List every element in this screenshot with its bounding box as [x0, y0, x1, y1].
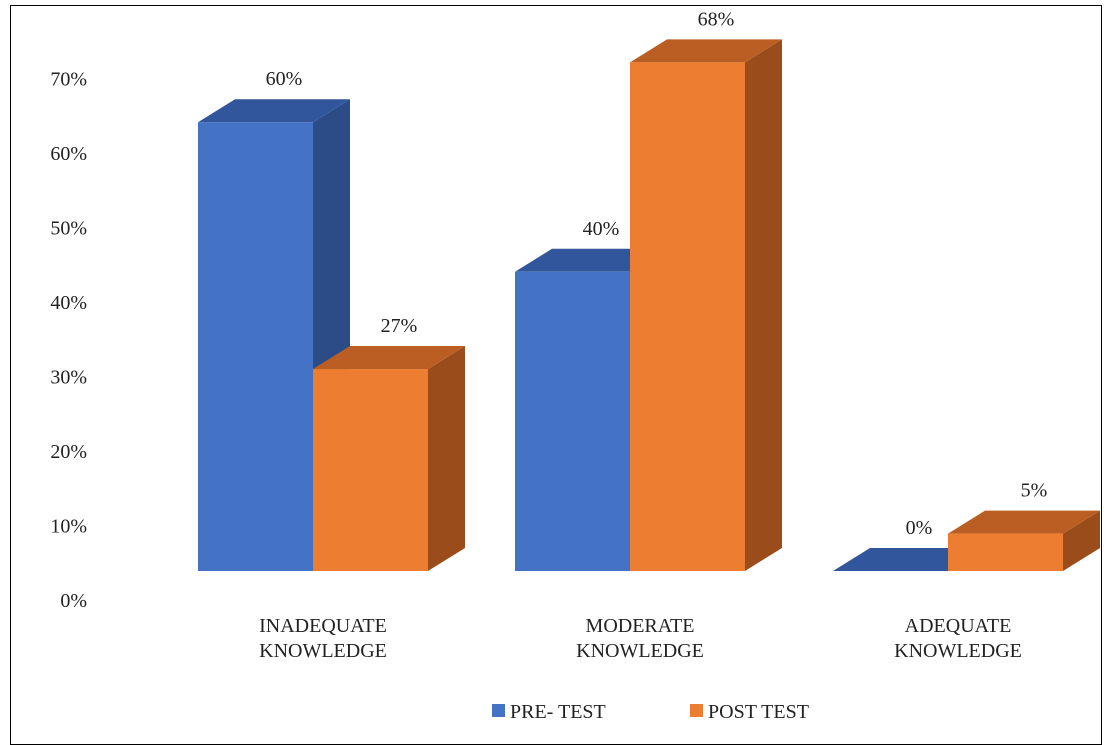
x-category-label: KNOWLEDGE	[259, 640, 387, 662]
data-label: 5%	[1021, 480, 1048, 502]
bar-top-2-1	[948, 510, 1100, 534]
data-label: 27%	[381, 315, 418, 337]
data-label: 40%	[583, 218, 620, 240]
bar-front-1-1	[630, 62, 745, 572]
x-category-label: ADEQUATE	[905, 615, 1012, 637]
bar-top-1-1	[630, 39, 782, 63]
y-tick-label: 70%	[50, 69, 87, 91]
data-label: 68%	[698, 8, 735, 30]
bar-top-0-0	[198, 99, 350, 123]
legend-label: POST TEST	[708, 701, 809, 723]
y-tick-label: 40%	[50, 292, 87, 314]
y-tick-label: 0%	[60, 590, 87, 612]
x-category-label: MODERATE	[586, 615, 695, 637]
y-tick-label: 60%	[50, 143, 87, 165]
data-label: 0%	[906, 517, 933, 539]
y-tick-label: 50%	[50, 218, 87, 240]
bar-top-2-0	[833, 548, 985, 571]
y-tick-label: 30%	[50, 367, 87, 389]
x-category-label: KNOWLEDGE	[576, 640, 704, 662]
legend-swatch	[690, 704, 703, 717]
x-category-label: INADEQUATE	[259, 615, 387, 637]
bar-side-2-1	[1063, 510, 1100, 571]
bar-front-0-1	[313, 369, 428, 571]
legend-label: PRE- TEST	[510, 701, 606, 723]
legend-swatch	[492, 704, 505, 717]
bar-front-2-1	[948, 533, 1063, 571]
data-label: 60%	[266, 68, 303, 90]
bar-front-0-0	[198, 122, 313, 571]
bar-side-1-1	[745, 39, 782, 572]
bar-top-0-1	[313, 346, 465, 370]
x-category-label: KNOWLEDGE	[894, 640, 1022, 662]
bar-top-1-0	[515, 248, 667, 272]
y-tick-label: 20%	[50, 441, 87, 463]
bar-side-0-1	[428, 346, 465, 571]
bar-front-1-0	[515, 271, 630, 571]
y-tick-label: 10%	[50, 516, 87, 538]
